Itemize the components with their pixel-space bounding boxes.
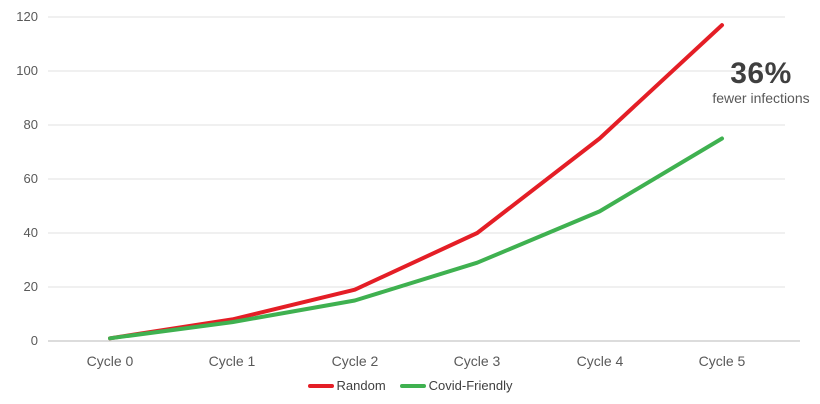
x-tick-label: Cycle 0 <box>86 353 134 369</box>
y-tick-label: 100 <box>16 63 38 78</box>
y-tick-label: 120 <box>16 9 38 24</box>
x-tick-label: Cycle 1 <box>208 353 256 369</box>
y-tick-label: 0 <box>30 333 38 348</box>
legend-item-random: Random <box>307 378 386 393</box>
annotation-value: 36% <box>730 57 792 90</box>
y-tick-label: 60 <box>23 171 38 186</box>
x-tick-label: Cycle 3 <box>453 353 501 369</box>
x-tick-label: Cycle 5 <box>698 353 746 369</box>
legend-label: Covid-Friendly <box>428 378 513 393</box>
x-tick-label: Cycle 4 <box>576 353 624 369</box>
covid-friendly-series-swatch-icon <box>399 383 426 388</box>
x-tick-label: Cycle 2 <box>331 353 379 369</box>
y-tick-label: 40 <box>23 225 38 240</box>
y-tick-label: 80 <box>23 117 38 132</box>
legend-label: Random <box>336 378 386 393</box>
random-series-swatch-icon <box>307 383 334 388</box>
legend-item-covid-friendly: Covid-Friendly <box>399 378 513 393</box>
legend: Random Covid-Friendly <box>0 378 820 393</box>
annotation-label: fewer infections <box>712 90 810 106</box>
annotation: 36% fewer infections <box>706 58 816 107</box>
y-tick-label: 20 <box>23 279 38 294</box>
